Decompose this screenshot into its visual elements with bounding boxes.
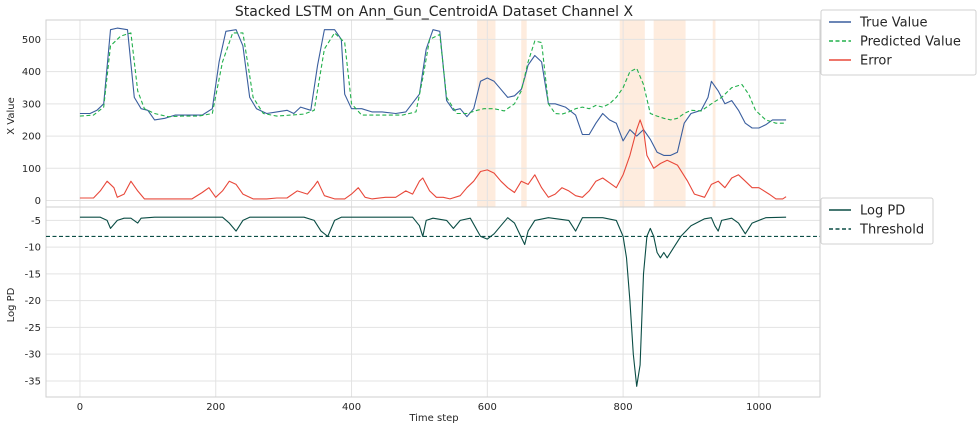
legend-label: True Value	[859, 16, 927, 31]
series-line-predicted-value	[79, 32, 787, 124]
chart-title: Stacked LSTM on Ann_Gun_CentroidA Datase…	[235, 4, 634, 20]
legend-box	[820, 9, 977, 76]
legend-label: Predicted Value	[860, 35, 961, 50]
y-tick-label: 400	[22, 67, 41, 78]
y-tick-label: -35	[25, 376, 41, 387]
plot-frame	[45, 206, 821, 398]
legend-0: True Value Predicted Value Error	[820, 9, 977, 76]
series-line-error	[79, 119, 787, 200]
legend-label: Log PD	[860, 204, 905, 219]
anomaly-region-4	[712, 20, 716, 207]
y-tick-label: 200	[22, 132, 41, 143]
x-tick-label: 600	[478, 402, 497, 413]
anomaly-region-0	[477, 20, 496, 207]
bottom-panel-log-pd: -5 -10 -15 -20 -25 -30 -35 0 200 400 600 800 1000 Log…	[25, 197, 934, 413]
y-tick-label: -25	[25, 323, 41, 334]
series-line-log-pd	[79, 216, 787, 387]
x-axis-label: Time step	[408, 413, 458, 424]
x-tick-label: 0	[77, 402, 83, 413]
plot-frame	[45, 19, 821, 208]
x-tick-label: 1000	[746, 402, 771, 413]
y-tick-label: -20	[25, 296, 41, 307]
y-tick-label: 100	[22, 164, 41, 175]
y-tick-label: -30	[25, 350, 41, 361]
legend-label: Error	[860, 54, 892, 69]
anomaly-region-1	[521, 20, 527, 207]
top-y-axis-label: X Value	[6, 97, 17, 135]
top-panel-values: 0 100 200 300 400 500 True Value Predicted Valu…	[22, 9, 977, 208]
legend-1: Log PD Threshold	[820, 197, 934, 245]
y-tick-label: 0	[35, 196, 41, 207]
legend-label: Threshold	[859, 223, 924, 238]
anomaly-region-3	[653, 20, 686, 207]
x-tick-label: 800	[614, 402, 633, 413]
y-tick-label: -5	[31, 216, 41, 227]
anomaly-region-2	[619, 20, 645, 207]
bottom-y-axis-label: Log PD	[6, 287, 17, 322]
y-tick-label: 500	[22, 35, 41, 46]
y-tick-label: -10	[25, 243, 41, 254]
x-tick-label: 400	[342, 402, 361, 413]
y-tick-label: 300	[22, 99, 41, 110]
y-tick-label: -15	[25, 269, 41, 280]
x-tick-label: 200	[206, 402, 225, 413]
